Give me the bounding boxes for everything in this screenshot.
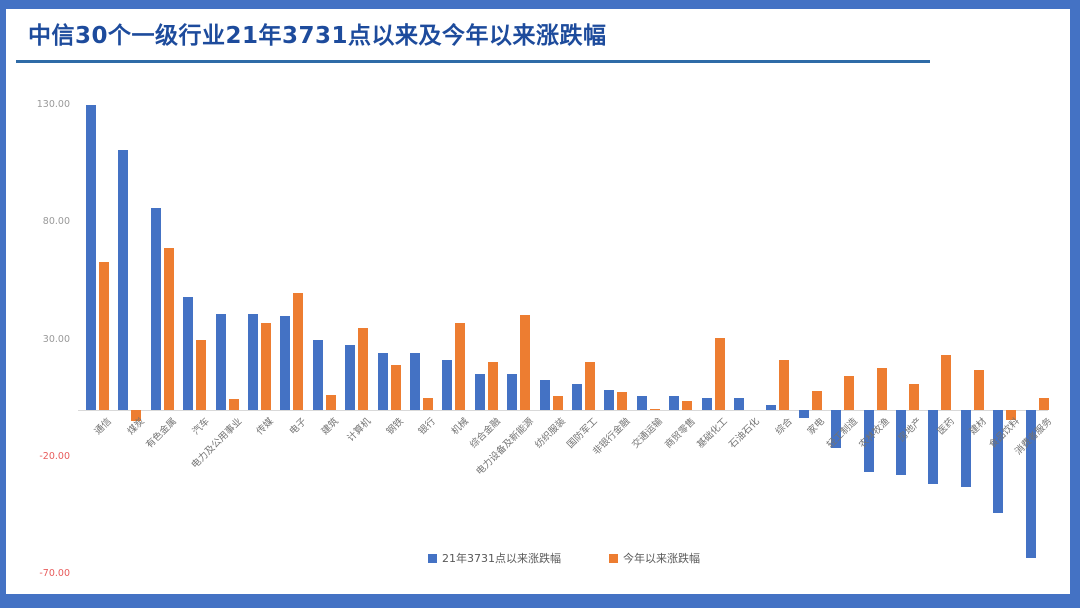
x-axis-category-label: 交通运输 — [630, 416, 666, 451]
x-axis-category-label: 电力设备及新能源 — [473, 416, 536, 478]
bar-since-3731 — [798, 410, 809, 419]
bar-since-3731 — [215, 313, 226, 410]
bar-ytd — [552, 395, 563, 410]
bar-ytd — [941, 354, 952, 410]
x-axis-category-label: 建筑 — [319, 416, 342, 438]
x-axis-category-label: 煤炭 — [125, 416, 147, 438]
bar-ytd — [779, 359, 790, 410]
bar-ytd — [423, 398, 433, 410]
bar-ytd — [99, 262, 109, 410]
x-axis-category-label: 电子 — [287, 416, 309, 438]
bar-ytd — [325, 394, 336, 410]
bar-since-3731 — [539, 379, 550, 410]
bar-since-3731 — [86, 105, 96, 410]
x-axis-category-label: 机械 — [449, 416, 471, 438]
x-axis-category-label: 银行 — [417, 416, 439, 438]
legend-item-ytd: 今年以来涨跌幅 — [609, 550, 700, 566]
x-axis-category-label: 综合 — [773, 416, 795, 438]
x-axis-category-label: 医药 — [935, 416, 957, 438]
x-axis-category-label: 纺织服装 — [533, 416, 568, 451]
bar-since-3731 — [377, 352, 388, 410]
bar-since-3731 — [507, 373, 518, 410]
bar-ytd — [196, 339, 207, 410]
bar-since-3731 — [993, 410, 1004, 514]
bar-ytd — [390, 365, 401, 410]
x-axis-category-label: 轻工制造 — [824, 416, 860, 451]
bar-ytd — [649, 408, 660, 410]
bar-ytd — [1006, 410, 1017, 420]
x-axis-category-label: 基础化工 — [695, 416, 730, 451]
bar-ytd — [585, 361, 595, 410]
bar-ytd — [876, 367, 887, 410]
x-axis-category-label: 石油石化 — [727, 416, 763, 451]
x-axis-category-label: 家电 — [805, 416, 828, 438]
bar-ytd — [520, 314, 531, 410]
bar-since-3731 — [636, 395, 647, 410]
y-axis-tick-label: 80.00 — [42, 216, 70, 228]
bar-ytd — [131, 410, 142, 421]
title-underline — [16, 60, 930, 63]
bar-since-3731 — [280, 316, 291, 410]
legend-label-since-3731: 21年3731点以来涨跌幅 — [442, 552, 561, 565]
bar-since-3731 — [669, 395, 680, 410]
bar-since-3731 — [248, 313, 258, 410]
bar-since-3731 — [960, 410, 971, 488]
bar-ytd — [261, 323, 271, 410]
bar-ytd — [617, 392, 628, 410]
x-axis-category-label: 钢铁 — [384, 416, 406, 438]
bar-ytd — [973, 370, 984, 410]
bar-since-3731 — [863, 410, 874, 473]
bar-since-3731 — [442, 359, 453, 410]
bar-ytd — [293, 292, 304, 410]
bar-since-3731 — [831, 410, 842, 448]
x-axis-category-label: 传媒 — [255, 416, 277, 438]
y-axis-tick-label: -70.00 — [39, 568, 70, 580]
bar-since-3731 — [1025, 410, 1036, 558]
bar-since-3731 — [572, 384, 582, 410]
y-axis-tick-label: 130.00 — [36, 99, 70, 111]
bar-ytd — [844, 375, 855, 410]
x-axis-category-label: 汽车 — [190, 416, 212, 438]
x-axis-category-label: 农林牧渔 — [857, 416, 892, 451]
legend-marker-orange-icon — [609, 553, 618, 563]
y-axis-tick-label: 30.00 — [42, 333, 70, 345]
x-axis-category-label: 商贸零售 — [662, 416, 698, 451]
x-axis-category-label: 有色金属 — [144, 416, 180, 451]
bar-ytd — [1038, 398, 1049, 410]
legend-item-since-3731: 21年3731点以来涨跌幅 — [428, 550, 561, 566]
bar-since-3731 — [734, 398, 744, 410]
legend-label-ytd: 今年以来涨跌幅 — [623, 552, 700, 565]
bar-since-3731 — [150, 208, 161, 410]
bar-since-3731 — [118, 149, 129, 410]
bar-ytd — [163, 248, 174, 410]
bar-ytd — [455, 323, 466, 410]
x-axis-line — [78, 410, 1048, 411]
chart-title: 中信30个一级行业21年3731点以来及今年以来涨跌幅 — [28, 23, 607, 49]
bar-since-3731 — [766, 405, 777, 410]
bar-since-3731 — [604, 390, 615, 410]
bar-since-3731 — [312, 339, 323, 410]
y-axis-tick-label: -20.00 — [39, 450, 70, 462]
bar-since-3731 — [474, 373, 485, 410]
bar-ytd — [682, 400, 693, 410]
legend-marker-blue-icon — [428, 553, 437, 563]
x-axis-category-label: 通信 — [93, 416, 115, 438]
bar-since-3731 — [701, 398, 712, 410]
x-axis-category-label: 计算机 — [345, 416, 374, 444]
bar-ytd — [228, 399, 239, 410]
bar-ytd — [358, 327, 369, 410]
bar-ytd — [487, 361, 498, 410]
bar-since-3731 — [345, 345, 356, 410]
x-axis-category-label: 建材 — [967, 416, 990, 438]
bar-ytd — [811, 391, 822, 410]
bar-since-3731 — [896, 410, 906, 475]
bar-since-3731 — [928, 410, 939, 484]
bar-since-3731 — [410, 352, 420, 410]
bar-ytd — [714, 338, 725, 410]
chart-legend: 21年3731点以来涨跌幅 今年以来涨跌幅 — [80, 550, 1048, 566]
bar-ytd — [909, 384, 919, 410]
bar-since-3731 — [183, 297, 194, 410]
